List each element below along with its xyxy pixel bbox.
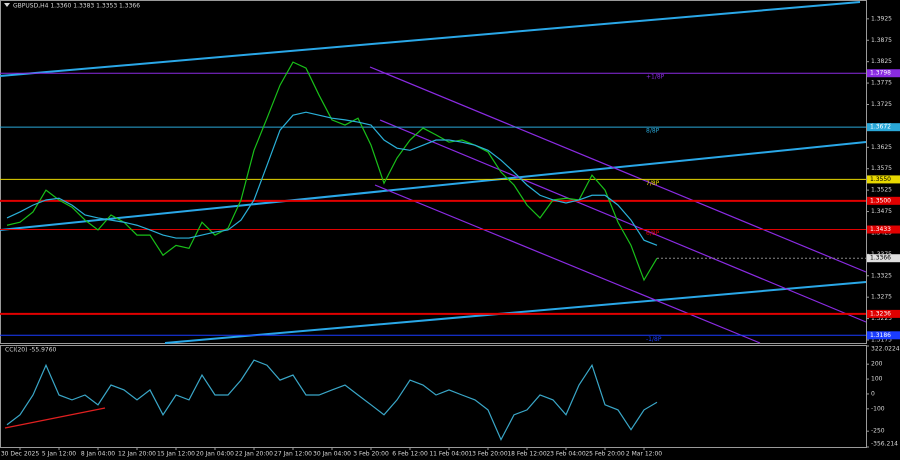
level-text: 7/8P: [646, 180, 660, 187]
x-tick-label: 11 Feb 04:00: [429, 451, 469, 458]
regression-line: [369, 66, 867, 273]
x-tick-label: 13 Feb 20:00: [468, 451, 508, 458]
level-text: 6/8P: [646, 230, 660, 237]
x-tick-label: 3 Feb 20:00: [353, 451, 389, 458]
level-label: 1.3798: [870, 70, 891, 77]
level-label: 1.3433: [870, 226, 891, 233]
x-tick-label: 30 Dec 2025: [1, 451, 40, 458]
y-tick-label: 0: [871, 390, 875, 397]
y-tick-label: 1.3875: [871, 37, 892, 44]
trend-line: [0, 1, 861, 77]
y-tick-label: 1.3775: [871, 80, 892, 87]
y-tick-label: -100: [871, 405, 885, 412]
price-frame: [0, 0, 867, 344]
level-box: [867, 331, 900, 340]
y-tick-label: 1.3625: [871, 144, 892, 151]
y-tick-label: 1.3925: [871, 15, 892, 22]
regression-line: [379, 119, 867, 323]
y-tick-label: 1.3825: [871, 58, 892, 65]
x-tick-label: 20 Jan 04:00: [196, 451, 234, 458]
level-box: [867, 309, 900, 318]
y-tick-label: -356.214: [871, 441, 898, 448]
indicator-frame: [0, 345, 867, 448]
y-tick-label: 322.0224: [871, 346, 900, 353]
level-box: [867, 196, 900, 205]
last-price-box: [867, 254, 900, 263]
x-tick-label: 18 Feb 12:00: [507, 451, 547, 458]
level-label: 1.3550: [870, 176, 891, 183]
x-tick-label: 8 Jan 04:00: [81, 451, 115, 458]
x-tick-label: 12 Jan 20:00: [118, 451, 156, 458]
trend-line: [164, 281, 867, 344]
y-tick-label: 1.3225: [871, 315, 892, 322]
level-box: [867, 175, 900, 184]
level-box: [867, 69, 900, 78]
y-tick-label: 200: [871, 361, 883, 368]
level-label: 1.3500: [870, 197, 891, 204]
series-line: [6, 61, 658, 282]
regression-line: [374, 184, 761, 344]
level-box: [867, 225, 900, 234]
chart-title: GBPUSD,H4 1.3360 1.3383 1.3353 1.3366: [13, 3, 140, 10]
level-label: 1.3672: [870, 124, 891, 131]
level-box: [867, 123, 900, 132]
level-text: 8/8P: [646, 128, 660, 135]
y-tick-label: -250: [871, 428, 885, 435]
y-tick-label: 1.3725: [871, 101, 892, 108]
level-label: 1.3186: [870, 332, 891, 339]
title-icon: [4, 3, 10, 7]
x-tick-label: 5 Jan 12:00: [42, 451, 76, 458]
y-tick-label: 1.3575: [871, 165, 892, 172]
y-tick-label: 1.3525: [871, 187, 892, 194]
level-text: +1/8P: [646, 74, 665, 81]
x-tick-label: 6 Feb 12:00: [392, 451, 428, 458]
y-tick-label: 1.3175: [871, 337, 892, 344]
y-tick-label: 1.3325: [871, 272, 892, 279]
last-price-label: 1.3366: [870, 255, 891, 262]
y-tick-label: 100: [871, 376, 883, 383]
trend-line: [0, 141, 867, 231]
y-tick-label: 1.3475: [871, 208, 892, 215]
x-tick-label: 15 Jan 12:00: [157, 451, 195, 458]
x-tick-label: 2 Mar 12:00: [626, 451, 662, 458]
x-tick-label: 22 Jan 20:00: [235, 451, 273, 458]
y-tick-label: 1.3275: [871, 294, 892, 301]
cci-trend-line: [4, 407, 106, 429]
x-tick-label: 23 Feb 04:00: [546, 451, 586, 458]
indicator-title: CCI(20) -55.9760: [5, 347, 57, 354]
level-text: -1/8P: [646, 336, 662, 343]
x-tick-label: 27 Jan 12:00: [274, 451, 312, 458]
x-tick-label: 30 Jan 04:00: [313, 451, 351, 458]
series-line: [6, 111, 658, 246]
x-tick-label: 25 Feb 20:00: [585, 451, 625, 458]
level-label: 1.3236: [870, 310, 891, 317]
series-line: [6, 359, 658, 442]
